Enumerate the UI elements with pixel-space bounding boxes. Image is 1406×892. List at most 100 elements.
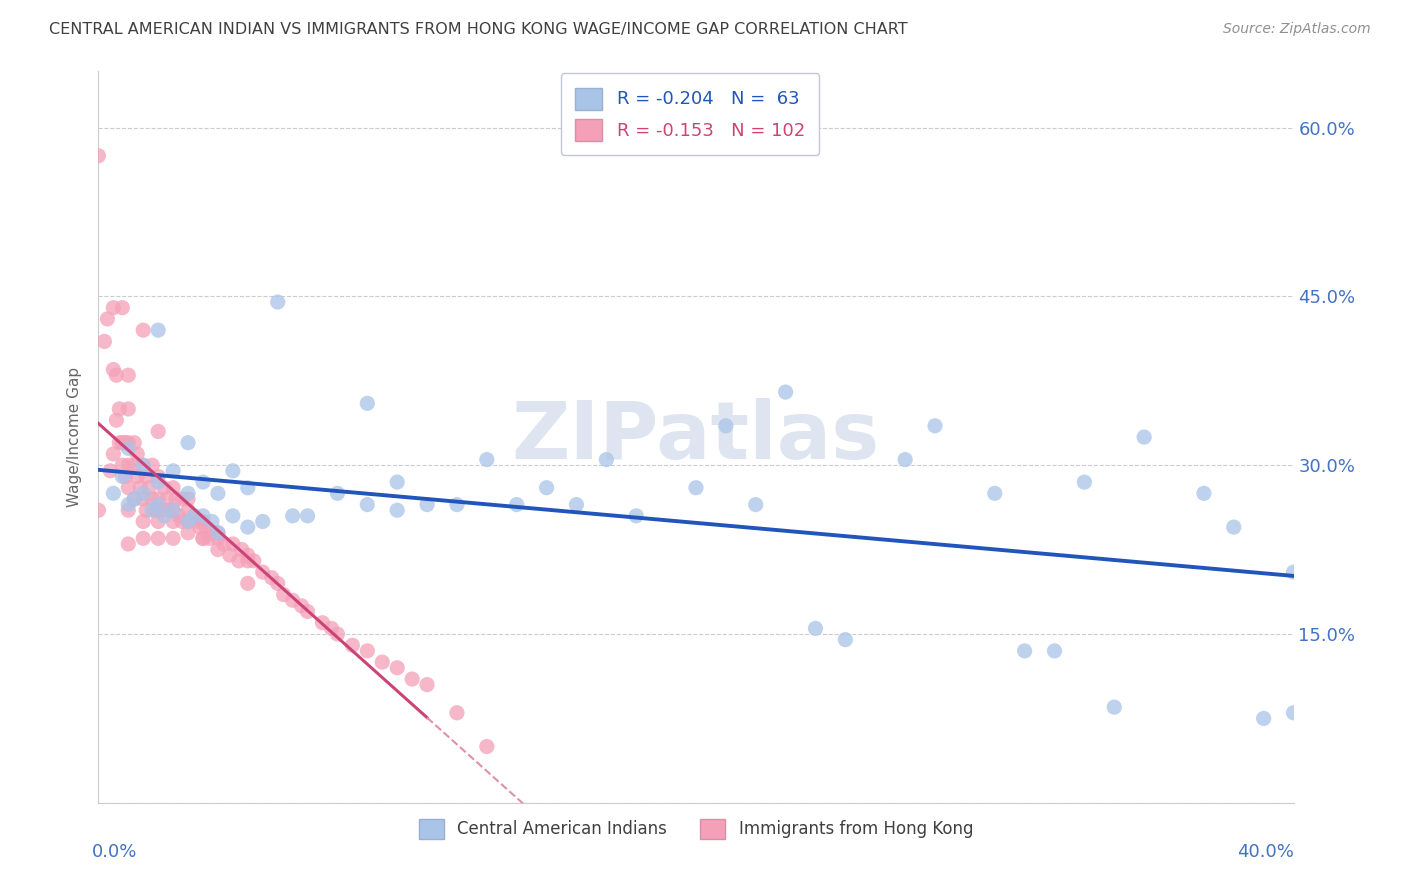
Point: [236, 554, 259, 568]
Point: [775, 385, 797, 400]
Point: [105, 413, 128, 427]
Point: [105, 368, 128, 383]
Point: [291, 599, 314, 613]
Point: [108, 401, 131, 416]
Point: [96, 312, 118, 326]
Point: [475, 739, 498, 754]
Point: [87, 503, 110, 517]
Point: [148, 323, 170, 337]
Point: [894, 452, 917, 467]
Point: [183, 508, 205, 523]
Point: [236, 520, 259, 534]
Point: [127, 469, 149, 483]
Point: [273, 588, 295, 602]
Point: [148, 425, 170, 439]
Point: [252, 515, 274, 529]
Point: [1043, 644, 1066, 658]
Point: [191, 515, 214, 529]
Point: [536, 481, 558, 495]
Point: [207, 486, 229, 500]
Point: [141, 458, 163, 473]
Point: [177, 491, 200, 506]
Point: [1192, 486, 1215, 500]
Point: [188, 520, 211, 534]
Point: [103, 301, 125, 315]
Point: [87, 149, 110, 163]
Point: [132, 486, 155, 500]
Point: [385, 503, 409, 517]
Point: [138, 481, 160, 495]
Point: [148, 491, 170, 506]
Point: [103, 447, 125, 461]
Point: [132, 323, 155, 337]
Point: [148, 475, 170, 489]
Point: [1133, 430, 1156, 444]
Point: [714, 418, 737, 433]
Point: [117, 498, 139, 512]
Point: [371, 655, 394, 669]
Point: [132, 515, 155, 529]
Point: [114, 435, 136, 450]
Point: [141, 491, 163, 506]
Point: [162, 532, 184, 546]
Point: [148, 503, 170, 517]
Point: [127, 447, 149, 461]
Point: [191, 532, 214, 546]
Point: [167, 508, 190, 523]
Point: [834, 632, 856, 647]
Point: [207, 542, 229, 557]
Point: [222, 537, 245, 551]
Point: [165, 491, 187, 506]
Point: [207, 525, 229, 540]
Point: [326, 627, 349, 641]
Legend: Central American Indians, Immigrants from Hong Kong: Central American Indians, Immigrants fro…: [412, 812, 980, 846]
Y-axis label: Wage/Income Gap: Wage/Income Gap: [67, 367, 83, 508]
Point: [186, 515, 208, 529]
Point: [356, 396, 378, 410]
Point: [132, 532, 155, 546]
Point: [198, 532, 221, 546]
Point: [297, 508, 319, 523]
Point: [446, 706, 468, 720]
Point: [153, 481, 176, 495]
Point: [311, 615, 333, 630]
Point: [243, 554, 266, 568]
Point: [207, 525, 229, 540]
Point: [475, 452, 498, 467]
Point: [506, 498, 529, 512]
Point: [153, 508, 176, 523]
Point: [162, 503, 184, 517]
Text: Source: ZipAtlas.com: Source: ZipAtlas.com: [1223, 22, 1371, 37]
Point: [117, 368, 139, 383]
Point: [111, 435, 134, 450]
Point: [132, 458, 155, 473]
Point: [267, 295, 290, 310]
Point: [565, 498, 588, 512]
Point: [1253, 711, 1275, 725]
Point: [114, 469, 136, 483]
Point: [162, 464, 184, 478]
Point: [148, 515, 170, 529]
Point: [117, 537, 139, 551]
Point: [98, 464, 122, 478]
Text: ZIPatlas: ZIPatlas: [512, 398, 880, 476]
Point: [252, 565, 274, 579]
Text: 40.0%: 40.0%: [1237, 843, 1294, 861]
Point: [385, 661, 409, 675]
Point: [191, 475, 214, 489]
Point: [191, 532, 214, 546]
Point: [416, 498, 439, 512]
Point: [260, 571, 283, 585]
Point: [191, 508, 214, 523]
Point: [281, 508, 304, 523]
Point: [117, 401, 139, 416]
Point: [212, 537, 235, 551]
Point: [1104, 700, 1126, 714]
Point: [342, 638, 364, 652]
Point: [236, 548, 259, 562]
Text: CENTRAL AMERICAN INDIAN VS IMMIGRANTS FROM HONG KONG WAGE/INCOME GAP CORRELATION: CENTRAL AMERICAN INDIAN VS IMMIGRANTS FR…: [49, 22, 908, 37]
Point: [156, 491, 179, 506]
Point: [103, 486, 125, 500]
Point: [141, 503, 163, 517]
Point: [148, 469, 170, 483]
